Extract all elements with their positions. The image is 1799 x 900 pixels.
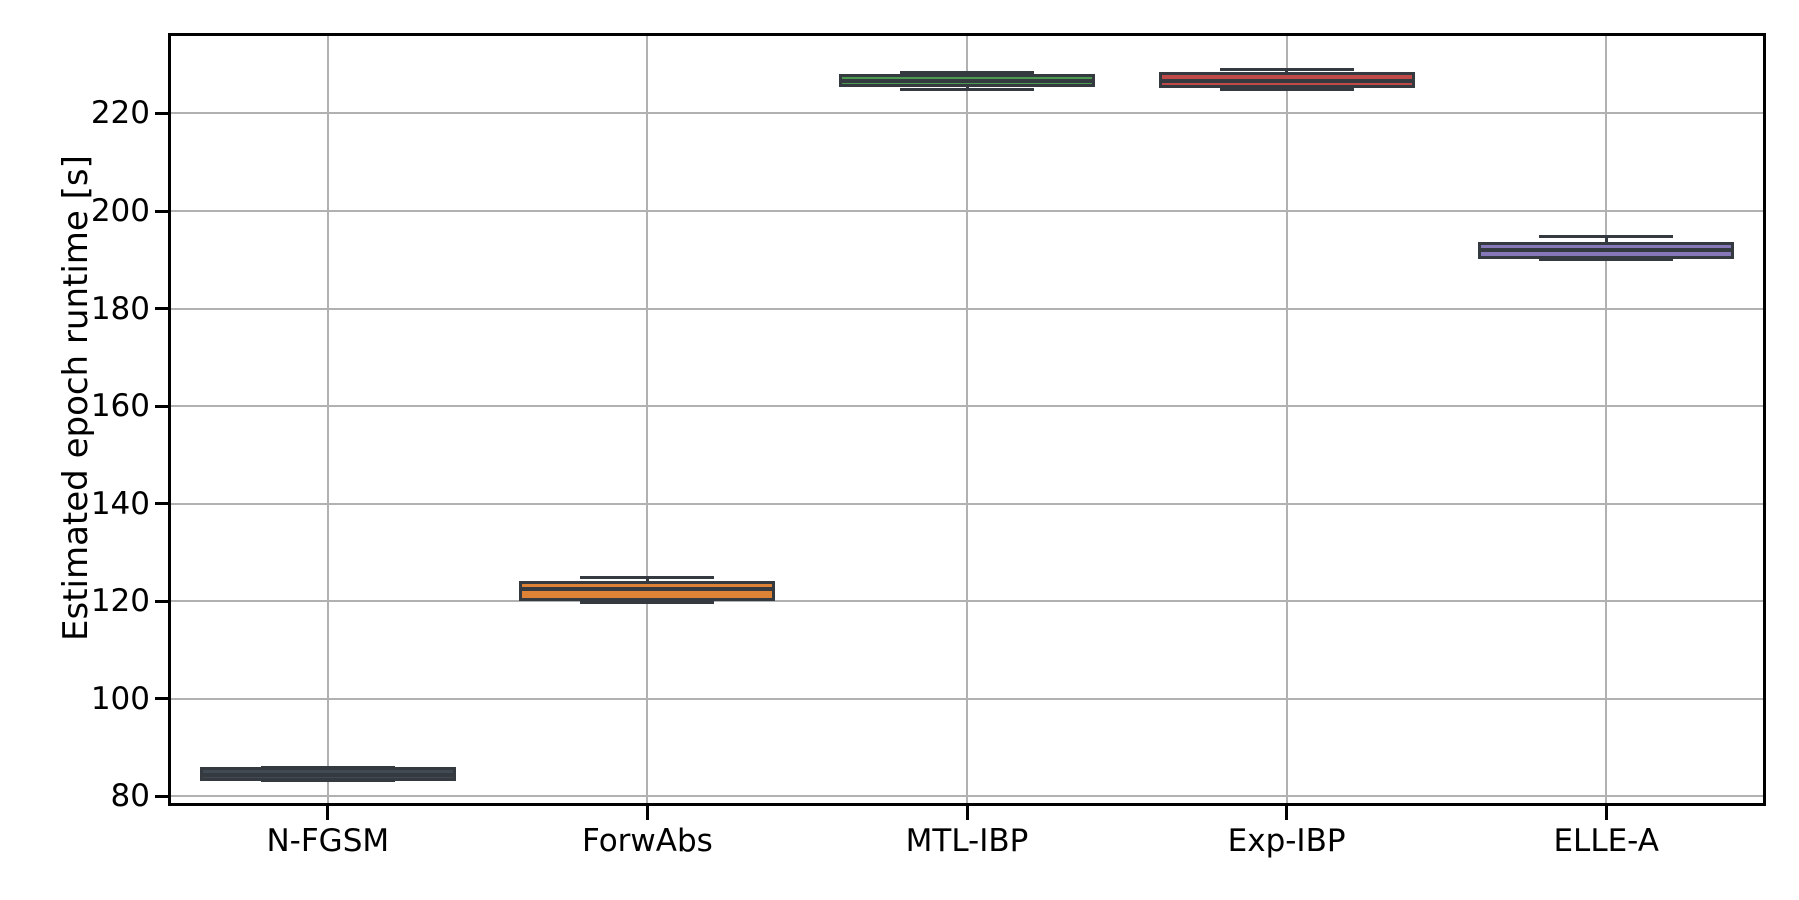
gridline-vertical xyxy=(1605,33,1608,806)
whisker-cap-lower xyxy=(580,600,715,604)
y-tick-label: 140 xyxy=(90,485,150,522)
y-tick-mark xyxy=(155,599,168,603)
median-line xyxy=(1478,247,1735,252)
y-tick-label: 180 xyxy=(90,290,150,327)
whisker-upper xyxy=(1604,236,1608,245)
x-tick-mark xyxy=(1285,806,1289,820)
x-tick-label: ForwAbs xyxy=(581,823,713,859)
x-tick-label: Exp-IBP xyxy=(1227,823,1346,859)
gridline-vertical xyxy=(1285,33,1288,806)
y-tick-label: 120 xyxy=(90,583,150,620)
whisker-cap-upper xyxy=(1219,67,1354,71)
whisker-cap-lower xyxy=(1539,258,1674,262)
median-line xyxy=(839,78,1095,83)
whisker-cap-upper xyxy=(900,71,1034,74)
whisker-cap-lower xyxy=(260,779,395,783)
y-tick-mark xyxy=(155,697,168,701)
y-tick-label: 160 xyxy=(90,388,150,425)
x-tick-mark xyxy=(645,806,649,820)
median-line xyxy=(1158,78,1415,83)
gridline-vertical xyxy=(966,33,968,806)
y-tick-label: 100 xyxy=(90,680,150,717)
whisker-upper xyxy=(645,577,649,585)
y-tick-mark xyxy=(155,307,168,311)
gridline-vertical xyxy=(326,33,329,806)
median-line xyxy=(199,773,456,778)
whisker-cap-lower xyxy=(1219,88,1354,92)
y-tick-mark xyxy=(155,209,168,213)
y-tick-mark xyxy=(155,404,168,408)
y-tick-label: 80 xyxy=(110,778,150,815)
y-tick-mark xyxy=(155,794,168,798)
gridline-vertical xyxy=(646,33,649,806)
y-tick-label: 200 xyxy=(90,193,150,229)
whisker-cap-lower xyxy=(900,88,1034,92)
x-tick-mark xyxy=(965,806,969,820)
whisker-cap-upper xyxy=(580,575,715,579)
x-tick-label: MTL-IBP xyxy=(905,823,1029,859)
x-tick-label: N-FGSM xyxy=(266,823,390,859)
y-tick-mark xyxy=(155,111,168,115)
whisker-cap-upper xyxy=(260,765,395,769)
x-tick-mark xyxy=(1604,806,1608,820)
y-tick-mark xyxy=(155,502,168,506)
median-line xyxy=(519,587,776,592)
x-tick-label: ELLE-A xyxy=(1553,823,1659,859)
whisker-cap-upper xyxy=(1539,234,1674,238)
x-tick-mark xyxy=(326,806,330,820)
y-tick-label: 220 xyxy=(90,95,150,132)
